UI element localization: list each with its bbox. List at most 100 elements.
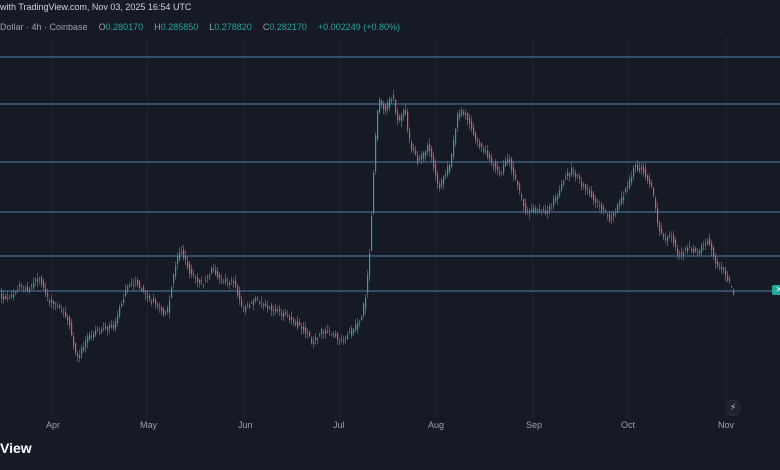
axis-month-sep: Sep xyxy=(526,420,543,430)
candle-body xyxy=(379,99,381,113)
lightning-icon[interactable]: ⚡ xyxy=(725,400,741,416)
candle-body xyxy=(307,332,309,334)
close-label: C xyxy=(262,22,270,32)
candle-body xyxy=(475,133,477,141)
candle-body xyxy=(521,195,523,197)
candle-body xyxy=(217,271,219,278)
candle-body xyxy=(339,339,341,341)
candle-body xyxy=(705,243,707,245)
candle-body xyxy=(415,150,417,155)
candle-body xyxy=(363,303,365,317)
candle-body xyxy=(437,174,439,184)
candle-body xyxy=(687,248,689,252)
candle-body xyxy=(215,269,217,275)
candle-body xyxy=(245,306,247,312)
candle-body xyxy=(293,319,295,323)
candle-body xyxy=(501,173,503,175)
candle-body xyxy=(731,286,733,288)
candle-body xyxy=(399,116,401,120)
candle-body xyxy=(279,309,281,312)
candle-body xyxy=(127,285,129,291)
candle-body xyxy=(623,196,625,200)
candle-body xyxy=(373,173,375,214)
candle-body xyxy=(241,300,243,307)
candle-body xyxy=(433,156,435,168)
candle-body xyxy=(41,277,43,285)
candle-body xyxy=(43,281,45,289)
candle-body xyxy=(551,204,553,206)
candle-body xyxy=(291,316,293,320)
candle-body xyxy=(303,326,305,331)
candle-body xyxy=(169,300,171,313)
candle-body xyxy=(23,287,25,289)
candle-body xyxy=(65,311,67,317)
candle-body xyxy=(327,330,329,332)
candle-body xyxy=(319,334,321,335)
candle-body xyxy=(63,312,65,314)
change-value: +0.002249 (+0.80%) xyxy=(317,22,400,32)
candle-body xyxy=(733,291,735,295)
candle-body xyxy=(571,168,573,175)
candle-body xyxy=(639,168,641,172)
high-value: 0.285850 xyxy=(160,22,199,32)
candle-body xyxy=(387,102,389,110)
candle-body xyxy=(377,110,379,140)
candlestick-svg[interactable] xyxy=(0,38,780,418)
candle-body xyxy=(151,301,153,304)
candle-body xyxy=(489,154,491,159)
candle-body xyxy=(429,144,431,151)
candle-body xyxy=(1,293,3,299)
candle-body xyxy=(577,175,579,177)
candle-body xyxy=(9,297,11,299)
time-axis[interactable]: Apr May Jun Jul Aug Sep Oct Nov xyxy=(0,418,780,432)
candle-body xyxy=(675,240,677,247)
candle-body xyxy=(383,103,385,110)
candle-body xyxy=(355,324,357,330)
axis-month-apr: Apr xyxy=(46,420,61,430)
candle-body xyxy=(87,336,89,343)
candle-body xyxy=(221,279,223,281)
candle-body xyxy=(109,325,111,328)
footer-bar: View xyxy=(0,432,780,470)
candle-body xyxy=(523,199,525,207)
candle-body xyxy=(483,148,485,152)
candle-body xyxy=(11,295,13,297)
candle-body xyxy=(115,321,117,329)
candle-body xyxy=(463,112,465,115)
candle-body xyxy=(407,111,409,130)
candle-body xyxy=(679,254,681,256)
candle-body xyxy=(667,236,669,242)
price-scale-tag[interactable]: ✕ xyxy=(772,285,780,295)
candle-body xyxy=(359,322,361,324)
candle-body xyxy=(651,183,653,187)
candle-body xyxy=(555,197,557,201)
candle-body xyxy=(101,329,103,333)
candle-body xyxy=(93,333,95,338)
candle-body xyxy=(389,98,391,108)
candle-body xyxy=(73,336,75,346)
candle-body xyxy=(477,139,479,142)
candle-body xyxy=(455,129,457,144)
candle-body xyxy=(619,201,621,205)
candle-body xyxy=(57,305,59,307)
candle-body xyxy=(517,180,519,186)
candle-body xyxy=(103,328,105,329)
candle-body xyxy=(135,281,137,283)
candle-body xyxy=(161,307,163,311)
candle-body xyxy=(445,174,447,177)
price-chart[interactable] xyxy=(0,38,780,418)
candle-body xyxy=(229,282,231,285)
candle-body xyxy=(27,286,29,291)
candle-body xyxy=(503,165,505,173)
candle-body xyxy=(653,188,655,196)
symbol-description[interactable]: Dollar · 4h · Coinbase xyxy=(0,22,88,32)
candle-body xyxy=(257,298,259,300)
candle-body xyxy=(55,303,57,305)
candle-body xyxy=(497,166,499,171)
candle-body xyxy=(81,347,83,355)
candle-body xyxy=(681,252,683,255)
candle-body xyxy=(665,238,667,240)
candle-body xyxy=(255,298,257,301)
candle-body xyxy=(75,343,77,353)
candle-body xyxy=(633,167,635,177)
